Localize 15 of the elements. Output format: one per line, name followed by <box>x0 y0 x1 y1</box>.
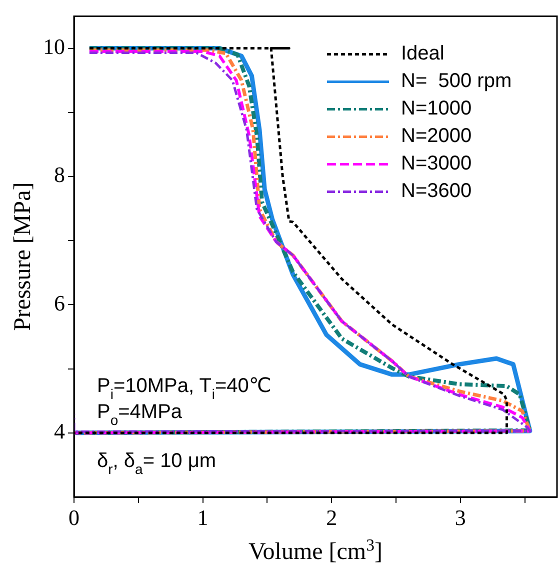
y-axis-title: Pressure [MPa] <box>10 182 36 331</box>
x-tick-label: 3 <box>454 504 466 530</box>
legend-label: N=3600 <box>401 180 472 202</box>
x-tick-label: 2 <box>326 504 338 530</box>
legend-label: N= 500 rpm <box>401 70 512 92</box>
legend-label: N=1000 <box>401 98 472 120</box>
y-tick-label: 8 <box>54 162 65 188</box>
legend-label: N=2000 <box>401 125 472 148</box>
x-tick-label: 1 <box>197 504 208 530</box>
y-tick-label: 6 <box>54 290 65 316</box>
legend-label: N=3000 <box>401 152 472 175</box>
y-tick-label: 4 <box>54 418 65 444</box>
x-tick-label: 0 <box>68 504 80 530</box>
y-tick-label: 10 <box>43 34 65 60</box>
legend-label: Ideal <box>401 42 444 65</box>
